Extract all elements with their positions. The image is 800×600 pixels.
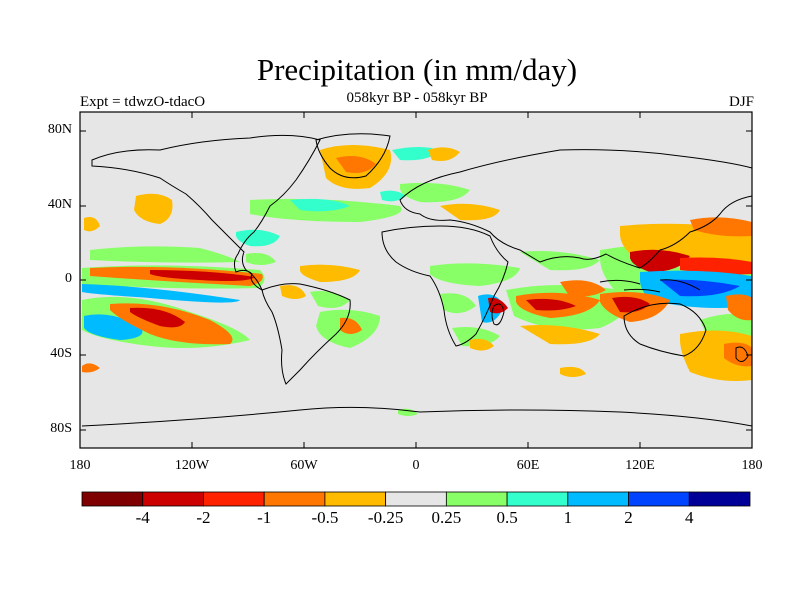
anomaly-patch [440,293,476,314]
colorbar-swatch [628,491,690,507]
anomaly-patch [560,280,606,297]
coastline-indonesia [599,279,701,293]
lat-label: 80N [47,122,72,137]
colorbar-swatch [203,491,265,507]
anomaly-patch [134,193,173,224]
anomaly-patch [90,246,240,263]
anomaly-patch [470,338,494,351]
colorbar-swatch [506,491,569,507]
anomaly-patch [430,263,520,286]
anomaly-patch [84,217,100,232]
map-subtitle: 058kyr BP - 058kyr BP [346,90,488,106]
colorbar-label: -0.5 [311,508,339,527]
experiment-label: Expt = tdwzO-tdacO [80,94,206,110]
anomaly-patch [690,217,752,237]
lat-label: 80S [50,421,72,436]
lat-label: 40N [47,197,72,212]
colorbar-label: 4 [685,508,694,527]
colorbar-label: -4 [135,508,150,527]
colorbar-swatch [445,491,508,507]
lon-label: 120E [625,458,655,473]
anomaly-patch [150,270,255,281]
lon-label: 120W [174,458,210,473]
anomaly-patch [82,284,240,303]
colorbar-swatch [142,491,204,507]
axis-ticks [79,112,753,448]
anomaly-patch [520,251,600,271]
colorbar-swatch [81,491,144,507]
anomaly-patch [630,249,690,272]
coastline-australia [623,302,707,357]
colorbar-label: -2 [196,508,211,527]
season-label: DJF [728,94,754,110]
coastline-eurasia [399,149,753,269]
anomaly-patch [246,253,276,265]
anomaly-patch [82,363,100,373]
anomaly-patch [526,298,576,311]
anomaly-patch [440,203,500,221]
anomaly-patch [336,156,376,173]
anomaly-patch [428,147,460,161]
lat-label: 0 [65,271,72,286]
anomaly-patch [300,264,360,282]
anomaly-patch [380,190,406,202]
anomaly-patch [680,257,752,275]
colorbar-label: -1 [257,508,272,527]
anomaly-patch [290,198,350,212]
colorbar-swatch [385,491,447,507]
anomaly-patch [130,307,185,328]
colorbar-label: 0.5 [496,508,518,527]
colorbar-label: 1 [563,508,573,527]
colorbar-swatch [324,491,387,507]
anomaly-patch [392,147,440,161]
lon-label: 0 [412,458,420,473]
map-title: Precipitation (in mm/day) [256,52,578,87]
anomaly-patch [520,325,600,345]
colorbar-label: -0.25 [367,508,404,527]
colorbar-label: 0.25 [431,508,462,527]
colorbar [81,491,751,507]
anomaly-patch [400,182,470,203]
lon-label: 60E [516,458,540,473]
coastlines [81,133,753,427]
colorbar-label: 2 [624,508,633,527]
coastline-antarctica [81,406,753,427]
colorbar-swatch [688,491,751,507]
lon-label: 180 [69,458,91,473]
anomaly-patch [726,294,752,321]
coastline-africa [381,225,509,347]
coastline-madagascar [491,303,505,326]
anomaly-patch [660,279,740,297]
coastline-south-america [261,283,351,385]
lon-label: 60W [290,458,318,473]
anomaly-field [82,145,752,416]
colorbar-swatch [567,491,629,507]
anomaly-patch [236,229,280,247]
lon-label: 180 [741,458,763,473]
anomaly-patch [280,285,306,299]
coastline-greenland [315,133,391,179]
anomaly-patch [560,366,586,377]
coastline-north-america [91,134,321,292]
colorbar-swatch [263,491,326,507]
lat-label: 40S [50,346,72,361]
coastline-new-zealand [735,346,749,362]
